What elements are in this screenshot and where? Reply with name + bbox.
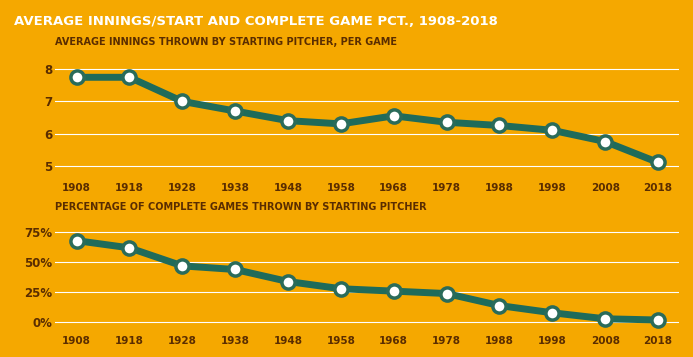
Point [335,286,346,292]
Point [229,108,240,114]
Point [388,113,399,119]
Point [599,316,611,322]
Point [388,288,399,294]
Point [71,75,82,80]
Point [441,291,452,296]
Point [547,127,558,133]
Point [177,263,188,269]
Point [652,317,663,323]
Point [441,119,452,125]
Text: AVERAGE INNINGS/START AND COMPLETE GAME PCT., 1908-2018: AVERAGE INNINGS/START AND COMPLETE GAME … [14,15,498,28]
Point [652,160,663,165]
Point [124,75,135,80]
Text: PERCENTAGE OF COMPLETE GAMES THROWN BY STARTING PITCHER: PERCENTAGE OF COMPLETE GAMES THROWN BY S… [55,202,427,212]
Point [177,99,188,104]
Point [599,139,611,144]
Point [283,118,294,124]
Text: AVERAGE INNINGS THROWN BY STARTING PITCHER, PER GAME: AVERAGE INNINGS THROWN BY STARTING PITCH… [55,37,398,47]
Point [494,123,505,129]
Point [71,238,82,243]
Point [494,303,505,308]
Point [335,121,346,127]
Point [124,245,135,251]
Point [283,279,294,285]
Point [229,267,240,272]
Point [547,310,558,316]
